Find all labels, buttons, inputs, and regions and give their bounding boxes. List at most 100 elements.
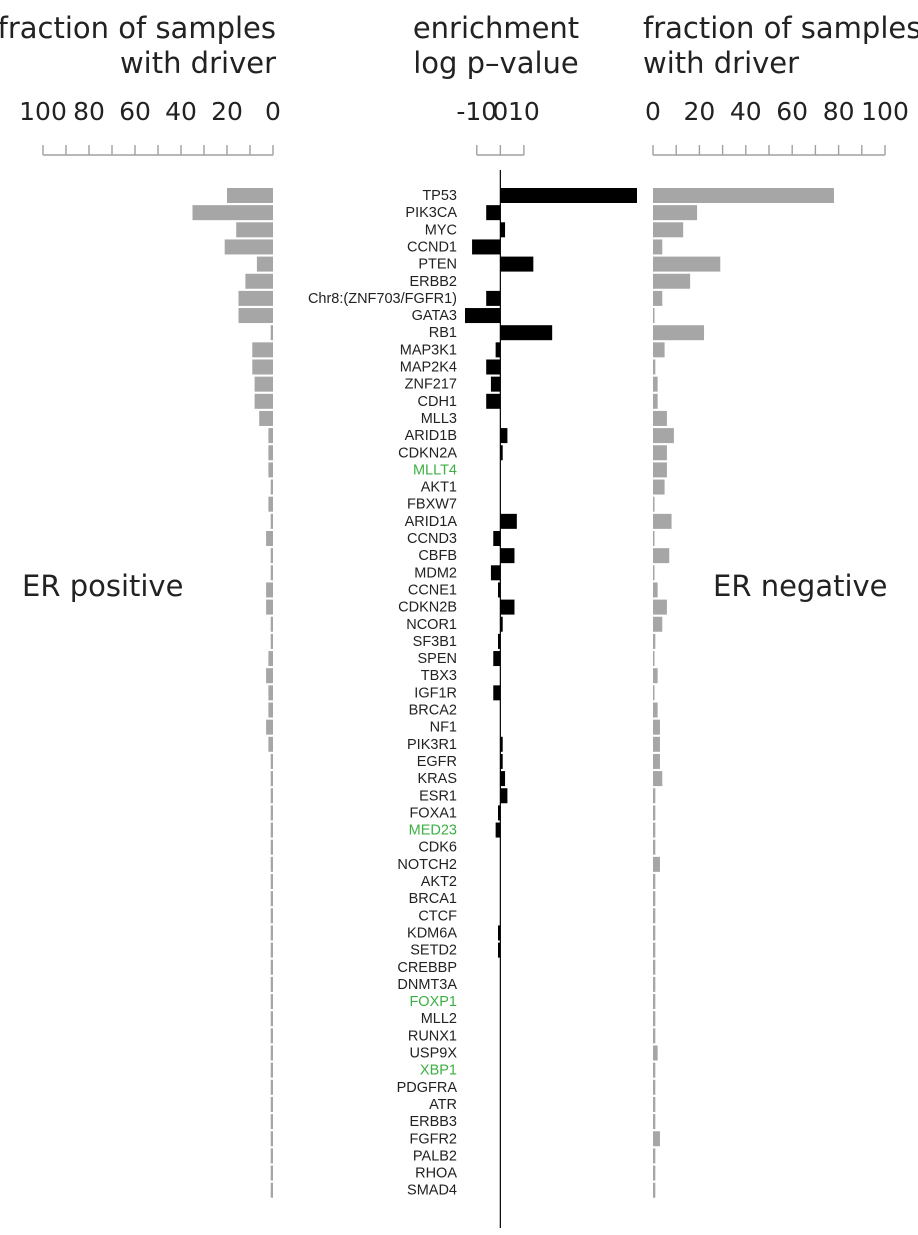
center-bar-map2k4 (486, 359, 501, 375)
left-bar-atr (270, 1096, 273, 1112)
left-bar-notch2 (270, 856, 273, 872)
left-bar-mll3 (259, 410, 273, 426)
left-bar-pdgfra (270, 1079, 273, 1095)
gene-label: MDM2 (414, 565, 457, 581)
center-bar-spen (493, 651, 501, 667)
center-bar-myc (500, 222, 506, 238)
left-tick-label: 60 (119, 97, 151, 126)
right-bar-akt1 (653, 479, 665, 495)
gene-label: CCND1 (407, 239, 457, 255)
right-bar-fbxw7 (653, 496, 655, 512)
er-positive-label: ER positive (22, 569, 183, 603)
center-bar-znf217 (490, 376, 501, 392)
left-bar-cdh1 (254, 393, 273, 409)
left-bar-med23 (270, 822, 273, 838)
left-panel-header: fraction of samples with driver (0, 11, 276, 80)
right-bar-erbb2 (653, 273, 691, 289)
center-bar-ncor1 (500, 616, 503, 632)
gene-label: CDKN2B (398, 600, 457, 616)
gene-label: KDM6A (407, 925, 457, 941)
center-bar-igf1r (493, 685, 501, 701)
right-bar-cdh1 (653, 393, 658, 409)
er-negative-label: ER negative (713, 569, 888, 603)
gene-label: CDKN2A (398, 445, 457, 461)
left-bar-ccnd1 (224, 239, 273, 255)
gene-label: NOTCH2 (397, 857, 457, 873)
left-bar-gata3 (238, 308, 273, 324)
gene-label: TBX3 (421, 668, 457, 684)
left-bar-crebbp (270, 959, 273, 975)
right-bar-kdm6a (653, 925, 656, 941)
right-bar-xbp1 (653, 1062, 656, 1078)
right-bar-pten (653, 256, 721, 272)
left-bar-mdm2 (270, 565, 273, 581)
center-title-line-1: enrichment (413, 11, 579, 45)
left-bar-tbx3 (266, 668, 273, 684)
left-title-line-1: fraction of samples (0, 11, 276, 45)
left-bar-kdm6a (270, 925, 273, 941)
right-bar-palb2 (653, 1148, 656, 1164)
left-bar-brca1 (270, 891, 273, 907)
left-bar-spen (268, 651, 273, 667)
left-bar-foxp1 (270, 994, 273, 1010)
right-bar-tp53 (653, 188, 834, 203)
gene-label: ATR (429, 1097, 457, 1113)
left-bar-fbxw7 (268, 496, 273, 512)
gene-label: RUNX1 (408, 1028, 457, 1044)
gene-label: RHOA (415, 1166, 457, 1182)
gene-label: ZNF217 (405, 377, 457, 393)
right-bar-znf217 (653, 376, 658, 392)
right-tick-label: 60 (776, 97, 808, 126)
gene-label: FOXP1 (409, 994, 457, 1010)
left-bar-arid1a (270, 513, 273, 529)
center-bar-cbfb (500, 548, 515, 564)
right-bar-pik3ca (653, 205, 698, 221)
gene-label: MED23 (409, 823, 457, 839)
left-bar-smad4 (270, 1182, 273, 1198)
right-bar-med23 (653, 822, 656, 838)
right-tick-label: 40 (730, 97, 762, 126)
gene-label: RB1 (429, 325, 457, 341)
left-bar-xbp1 (270, 1062, 273, 1078)
right-bar-esr1 (653, 788, 656, 804)
left-bar-ccne1 (266, 582, 273, 598)
center-bar-pik3r1 (500, 736, 503, 752)
right-bar-brca2 (653, 702, 658, 718)
center-bar-egfr (500, 753, 503, 769)
left-bar-esr1 (270, 788, 273, 804)
center-bar-ccne1 (497, 582, 501, 598)
left-bar-map3k1 (252, 342, 273, 358)
center-bar-cdkn2a (500, 445, 503, 461)
gene-label: MLL3 (421, 411, 457, 427)
gene-label: MLL2 (421, 1011, 457, 1027)
gene-label: CBFB (418, 548, 457, 564)
gene-label: CCNE1 (408, 582, 457, 598)
right-bar-erbb3 (653, 1114, 656, 1130)
left-bar-cdkn2b (266, 599, 273, 615)
gene-label: ERBB3 (409, 1114, 457, 1130)
right-bar-nf1 (653, 719, 660, 735)
right-bar-runx1 (653, 1028, 656, 1044)
left-bar-egfr (270, 753, 273, 769)
center-x-axis: -100 10 (456, 97, 540, 156)
gene-label: EGFR (417, 754, 457, 770)
center-tick-label: -10 (456, 97, 497, 126)
center-bar-med23 (495, 822, 501, 838)
left-bar-mllt4 (268, 462, 273, 478)
gene-label: MYC (425, 222, 457, 238)
left-bar-sf3b1 (270, 633, 273, 649)
gene-label: CCND3 (407, 531, 457, 547)
left-x-axis: 100 80 60 40 20 0 (19, 97, 281, 156)
right-bar-chr8-znf703-fgfr1- (653, 290, 663, 306)
gene-label: SMAD4 (407, 1183, 457, 1199)
right-bar-ccnd3 (653, 531, 655, 546)
center-bar-ccnd3 (493, 531, 501, 546)
right-bar-map3k1 (653, 342, 665, 358)
gene-label: DNMT3A (397, 977, 457, 993)
center-bar-cdh1 (486, 393, 501, 409)
right-bar-mdm2 (653, 565, 655, 581)
center-bar-cdkn2b (500, 599, 515, 615)
left-bar-akt2 (270, 874, 273, 889)
